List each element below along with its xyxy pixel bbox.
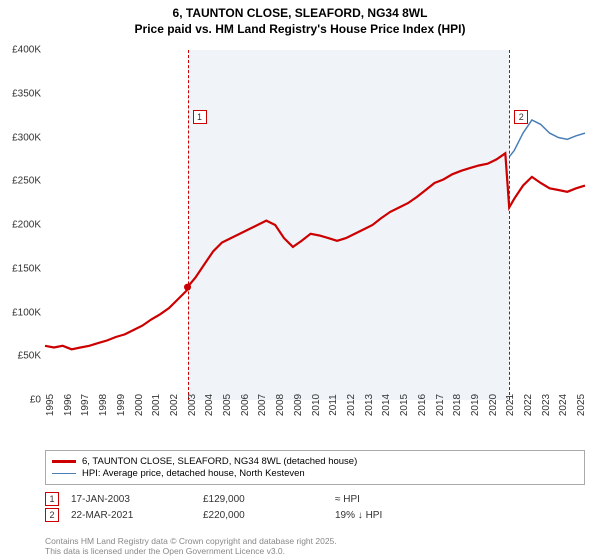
legend: 6, TAUNTON CLOSE, SLEAFORD, NG34 8WL (de… [45, 450, 585, 485]
x-tick-label: 2012 [346, 394, 357, 416]
chart-area: £0£50K£100K£150K£200K£250K£300K£350K£400… [45, 50, 585, 400]
y-tick-label: £300K [12, 132, 41, 143]
x-tick-label: 2019 [470, 394, 481, 416]
x-tick-label: 2023 [541, 394, 552, 416]
x-tick-label: 2001 [151, 394, 162, 416]
marker-box-1: 1 [193, 110, 207, 124]
marker-line-1 [188, 50, 189, 400]
x-tick-label: 2005 [222, 394, 233, 416]
series-price_paid [45, 153, 585, 349]
y-tick-label: £50K [18, 351, 41, 362]
x-tick-label: 2024 [558, 394, 569, 416]
x-tick-label: 2020 [488, 394, 499, 416]
x-tick-label: 2009 [293, 394, 304, 416]
transaction-delta: ≈ HPI [335, 494, 455, 505]
legend-label: HPI: Average price, detached house, Nort… [82, 468, 305, 479]
x-tick-label: 2007 [257, 394, 268, 416]
transaction-marker: 1 [45, 492, 59, 506]
y-tick-label: £100K [12, 307, 41, 318]
x-tick-label: 2013 [364, 394, 375, 416]
x-tick-label: 2021 [505, 394, 516, 416]
legend-row: 6, TAUNTON CLOSE, SLEAFORD, NG34 8WL (de… [52, 456, 578, 467]
chart-title-block: 6, TAUNTON CLOSE, SLEAFORD, NG34 8WL Pri… [0, 0, 600, 41]
y-tick-label: £250K [12, 176, 41, 187]
x-axis: 1995199619971998199920002001200220032004… [45, 400, 585, 445]
y-tick-label: £200K [12, 220, 41, 231]
legend-label: 6, TAUNTON CLOSE, SLEAFORD, NG34 8WL (de… [82, 456, 357, 467]
x-tick-label: 2004 [204, 394, 215, 416]
x-tick-label: 2000 [134, 394, 145, 416]
x-tick-label: 1999 [116, 394, 127, 416]
footer-line-1: Contains HM Land Registry data © Crown c… [45, 536, 337, 546]
transaction-row: 1 17-JAN-2003 £129,000 ≈ HPI [45, 492, 585, 506]
transaction-delta: 19% ↓ HPI [335, 510, 455, 521]
x-tick-label: 2010 [311, 394, 322, 416]
transaction-date: 22-MAR-2021 [71, 510, 191, 521]
x-tick-label: 2018 [452, 394, 463, 416]
y-tick-label: £400K [12, 45, 41, 56]
x-tick-label: 2015 [399, 394, 410, 416]
legend-row: HPI: Average price, detached house, Nort… [52, 468, 578, 479]
x-tick-label: 1996 [63, 394, 74, 416]
x-tick-label: 1998 [98, 394, 109, 416]
x-tick-label: 2017 [435, 394, 446, 416]
x-tick-label: 2002 [169, 394, 180, 416]
x-tick-label: 2011 [328, 394, 339, 416]
legend-swatch [52, 473, 76, 475]
chart-lines [45, 50, 585, 400]
transaction-price: £129,000 [203, 494, 323, 505]
footer-line-2: This data is licensed under the Open Gov… [45, 546, 337, 556]
x-tick-label: 2014 [381, 394, 392, 416]
x-tick-label: 1997 [80, 394, 91, 416]
title-line-2: Price paid vs. HM Land Registry's House … [0, 22, 600, 38]
y-tick-label: £150K [12, 263, 41, 274]
x-tick-label: 2008 [275, 394, 286, 416]
footer: Contains HM Land Registry data © Crown c… [45, 536, 337, 556]
transaction-price: £220,000 [203, 510, 323, 521]
transaction-row: 2 22-MAR-2021 £220,000 19% ↓ HPI [45, 508, 585, 522]
x-tick-label: 2016 [417, 394, 428, 416]
y-axis: £0£50K£100K£150K£200K£250K£300K£350K£400… [3, 50, 43, 400]
legend-swatch [52, 460, 76, 462]
x-tick-label: 2006 [240, 394, 251, 416]
transactions-table: 1 17-JAN-2003 £129,000 ≈ HPI 2 22-MAR-2021 £22… [45, 490, 585, 524]
marker-line-2 [509, 50, 510, 400]
transaction-marker: 2 [45, 508, 59, 522]
title-line-1: 6, TAUNTON CLOSE, SLEAFORD, NG34 8WL [0, 6, 600, 22]
y-tick-label: £350K [12, 88, 41, 99]
x-tick-label: 2025 [576, 394, 587, 416]
x-tick-label: 1995 [45, 394, 56, 416]
x-tick-label: 2003 [187, 394, 198, 416]
x-tick-label: 2022 [523, 394, 534, 416]
transaction-date: 17-JAN-2003 [71, 494, 191, 505]
series-hpi [509, 120, 585, 157]
marker-box-2: 2 [514, 110, 528, 124]
y-tick-label: £0 [30, 395, 41, 406]
